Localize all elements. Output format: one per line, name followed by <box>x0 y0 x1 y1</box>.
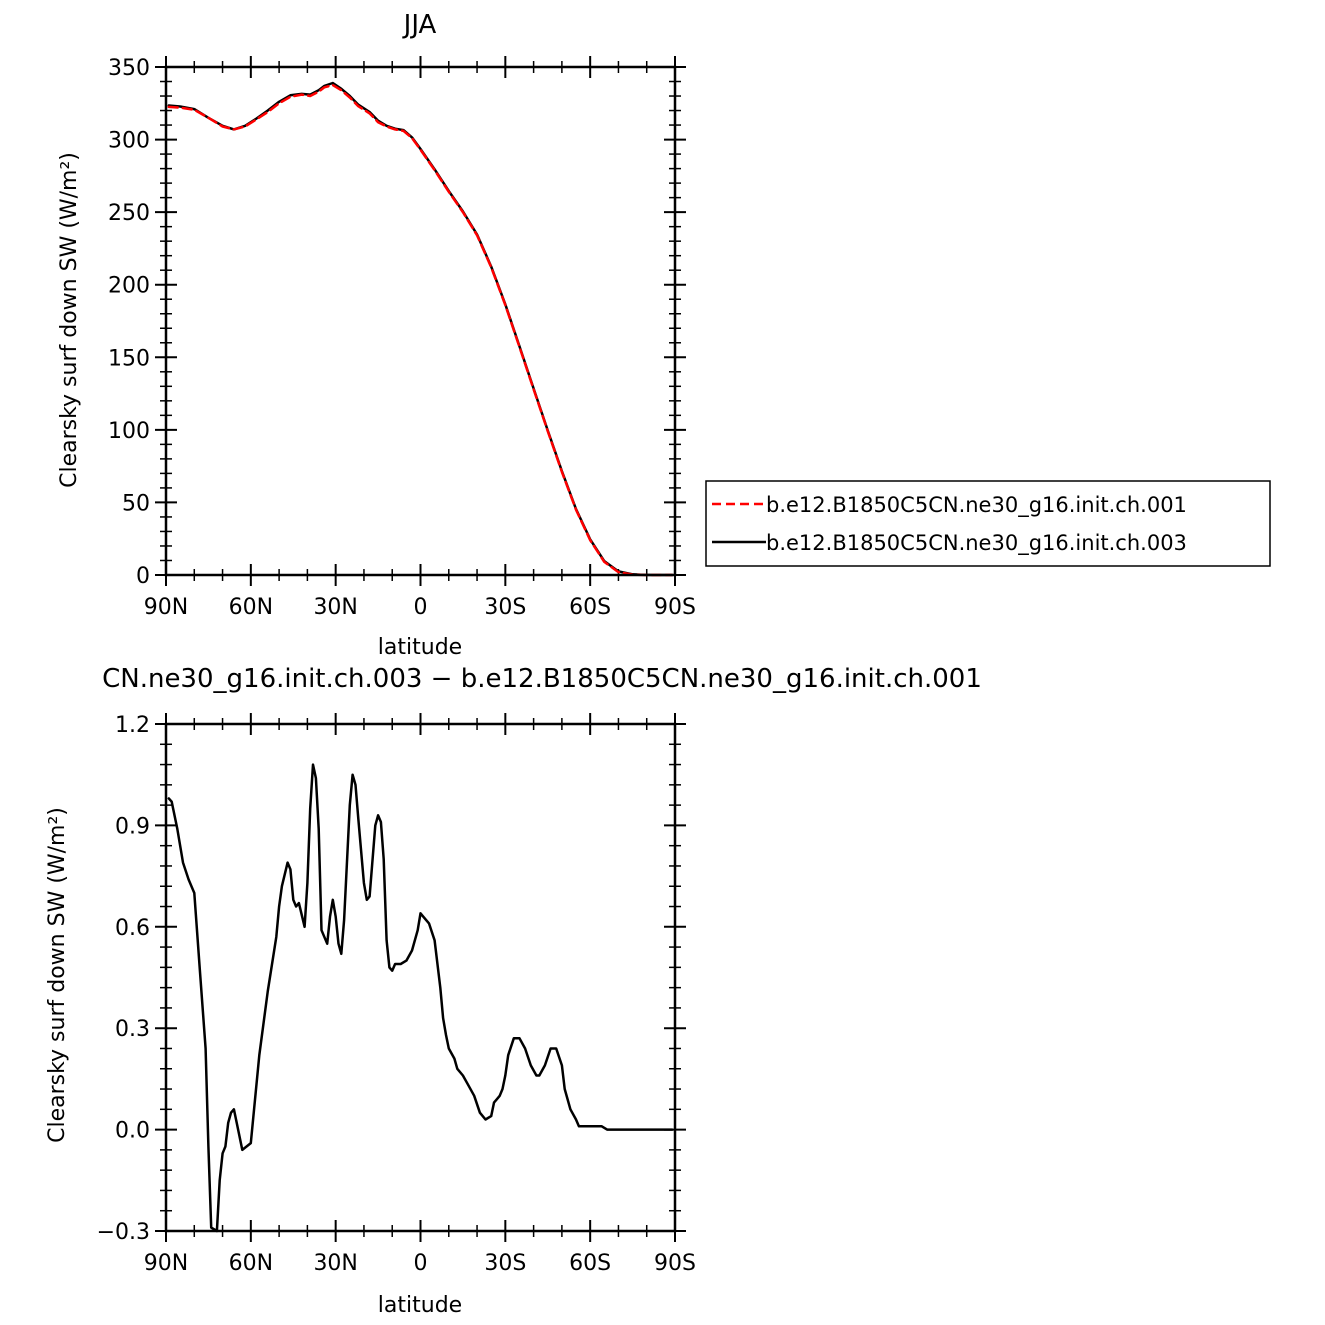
chart-legend: b.e12.B1850C5CN.ne30_g16.init.ch.001 b.e… <box>705 480 1271 567</box>
top-chart-ytick-label: 100 <box>108 419 150 444</box>
top-chart-series-line-1 <box>167 81 674 577</box>
top-chart-xtick-label: 90S <box>654 595 696 620</box>
bottom-chart-xtick-label: 90N <box>144 1251 188 1276</box>
top-chart-ytick-label: 350 <box>108 56 150 81</box>
top-chart-ytick-label: 50 <box>122 491 150 516</box>
bottom-chart-ytick-label: −0.3 <box>97 1220 150 1245</box>
top-chart-ticks: 90N 60N 30N 0 30S 60S 90S 0 50 100 150 200 250 300 350 <box>108 56 696 620</box>
bottom-chart-panel: CN.ne30_g16.init.ch.003 − b.e12.B1850C5C… <box>45 664 982 1318</box>
top-chart-xlabel: latitude <box>378 635 462 660</box>
top-chart-ytick-label: 300 <box>108 129 150 154</box>
bottom-chart-xtick-label: 90S <box>654 1251 696 1276</box>
top-chart-xtick-label: 60S <box>569 595 611 620</box>
legend-box <box>705 480 1271 567</box>
bottom-chart-xtick-label: 30S <box>484 1251 526 1276</box>
top-chart-ylabel: Clearsky surf down SW (W/m²) <box>57 152 82 488</box>
bottom-chart-frame <box>164 722 677 1233</box>
bottom-chart-series-line-0 <box>167 763 674 1233</box>
top-chart-frame <box>164 65 677 577</box>
bottom-chart-series <box>167 763 674 1233</box>
top-chart-xtick-label: 30N <box>313 595 357 620</box>
top-chart-ytick-label: 250 <box>108 201 150 226</box>
bottom-chart-ytick-label: 0.0 <box>115 1119 150 1144</box>
top-chart-xtick-label: 30S <box>484 595 526 620</box>
bottom-chart-title: CN.ne30_g16.init.ch.003 − b.e12.B1850C5C… <box>102 664 982 694</box>
legend-label-003: b.e12.B1850C5CN.ne30_g16.init.ch.003 <box>766 531 1187 556</box>
top-chart-xtick-label: 0 <box>414 595 428 620</box>
bottom-chart-xtick-label: 60N <box>229 1251 273 1276</box>
bottom-chart-xlabel: latitude <box>378 1293 462 1318</box>
top-chart-panel: JJA Clearsky surf down SW (W/m²) latitud… <box>57 10 696 660</box>
top-chart-ytick-label: 0 <box>136 564 150 589</box>
bottom-chart-xtick-label: 30N <box>313 1251 357 1276</box>
bottom-chart-ytick-label: 0.6 <box>115 916 150 941</box>
top-chart-ytick-label: 150 <box>108 346 150 371</box>
top-chart-ytick-label: 200 <box>108 274 150 299</box>
bottom-chart-xtick-label: 0 <box>414 1251 428 1276</box>
bottom-chart-xtick-label: 60S <box>569 1251 611 1276</box>
top-chart-title: JJA <box>402 10 437 40</box>
bottom-chart-ytick-label: 0.3 <box>115 1017 150 1042</box>
top-chart-series-line-0 <box>167 83 674 577</box>
bottom-chart-ticks: 90N 60N 30N 0 30S 60S 90S −0.3 0.0 0.3 0.6 0.9 1.2 <box>97 713 696 1276</box>
top-chart-series <box>167 81 674 577</box>
bottom-chart-ylabel: Clearsky surf down SW (W/m²) <box>45 807 70 1143</box>
bottom-chart-ytick-label: 1.2 <box>115 713 150 738</box>
bottom-chart-ytick-label: 0.9 <box>115 814 150 839</box>
top-chart-xtick-label: 90N <box>144 595 188 620</box>
top-chart-xtick-label: 60N <box>229 595 273 620</box>
legend-label-001: b.e12.B1850C5CN.ne30_g16.init.ch.001 <box>766 493 1187 518</box>
